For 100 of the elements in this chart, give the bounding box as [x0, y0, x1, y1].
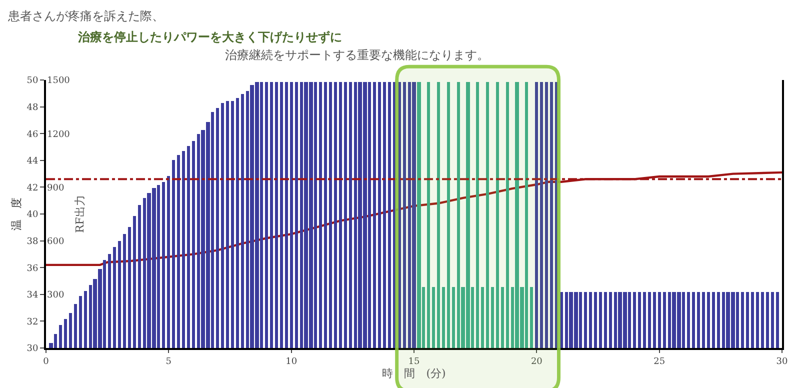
- y2-tick-label: 900: [47, 183, 64, 194]
- bar: [329, 82, 332, 348]
- bar: [545, 82, 548, 348]
- y-tick-label: 32: [26, 317, 38, 328]
- bar: [707, 292, 710, 348]
- bar: [687, 292, 690, 348]
- bar: [241, 94, 244, 348]
- bar: [167, 176, 170, 348]
- bar: [177, 155, 180, 348]
- bar: [584, 292, 587, 348]
- bar: [712, 292, 715, 348]
- y-tick-label: 48: [26, 102, 38, 113]
- bar: [589, 292, 592, 348]
- y-axis-title: 温 度: [10, 198, 23, 230]
- x-tick-label: 0: [43, 356, 50, 367]
- bar: [74, 304, 77, 348]
- bar: [182, 151, 185, 348]
- bar: [133, 216, 136, 348]
- bar: [761, 292, 764, 348]
- bar: [486, 82, 489, 348]
- bar: [270, 82, 273, 348]
- bar: [447, 82, 450, 348]
- bar: [79, 296, 82, 348]
- bar: [295, 82, 298, 348]
- x-axis-title: 時 間 (分): [382, 366, 446, 380]
- bar: [658, 292, 661, 348]
- bar: [594, 292, 597, 348]
- x-tick-label: 10: [286, 356, 298, 367]
- bar: [501, 287, 504, 348]
- bar: [344, 82, 347, 348]
- bar: [275, 82, 278, 348]
- bar: [638, 292, 641, 348]
- bar: [604, 292, 607, 348]
- y-tick-label: 42: [26, 183, 38, 194]
- bar: [476, 82, 479, 348]
- bar: [113, 247, 116, 348]
- bar: [555, 82, 558, 348]
- bar: [84, 291, 87, 348]
- text: 治療継続をサポートする重要な機能になります。: [225, 48, 489, 62]
- bar: [378, 82, 381, 348]
- bar: [216, 108, 219, 348]
- bar: [285, 82, 288, 348]
- bar: [766, 292, 769, 348]
- bar: [172, 160, 175, 348]
- bar: [530, 287, 533, 348]
- y-tick-label: 30: [26, 344, 38, 354]
- bar: [771, 292, 774, 348]
- bar: [373, 82, 376, 348]
- y2-tick-label: 300: [47, 290, 64, 301]
- y-tick-label: 46: [26, 130, 38, 140]
- bar: [64, 319, 67, 348]
- chart-title: 患者さんが疼痛を訴えた際、: [7, 9, 164, 24]
- bar: [506, 82, 509, 348]
- bar: [702, 292, 705, 348]
- bar: [187, 146, 190, 348]
- bar: [432, 287, 435, 348]
- bar: [138, 205, 141, 348]
- bar: [319, 82, 322, 348]
- bar: [412, 82, 416, 348]
- bar: [162, 182, 165, 348]
- bar: [403, 82, 406, 348]
- bar: [609, 292, 612, 348]
- bar: [560, 292, 563, 348]
- x-tick-label: 15: [408, 356, 420, 367]
- bar: [393, 82, 396, 348]
- x-tick-label: 20: [530, 356, 543, 367]
- bar: [633, 292, 636, 348]
- bar: [265, 82, 268, 348]
- bar: [663, 292, 666, 348]
- bar: [192, 141, 195, 348]
- bar: [280, 82, 283, 348]
- bar: [653, 292, 656, 348]
- bar: [496, 82, 499, 348]
- bar: [776, 292, 779, 348]
- bar: [388, 82, 391, 348]
- bar: [69, 313, 72, 348]
- bar: [692, 292, 695, 348]
- bar: [118, 241, 121, 348]
- bar: [123, 234, 126, 348]
- bar: [383, 82, 386, 348]
- y2-tick-label: 600: [47, 236, 64, 247]
- line-series: [46, 171, 782, 266]
- bar: [535, 82, 538, 348]
- bar: [452, 287, 455, 348]
- chart-subtitle: 治療を停止したりパワーを大きく下げたりせずに: [77, 30, 342, 44]
- y2-axis-title: RF出力: [73, 195, 86, 233]
- y-tick-label: 36: [26, 264, 38, 274]
- y-tick-label: 40: [26, 210, 38, 220]
- bar: [442, 287, 445, 348]
- y2-tick-label: 1200: [47, 130, 70, 140]
- bar: [324, 82, 327, 348]
- bar: [339, 82, 342, 348]
- bar: [746, 292, 749, 348]
- x-tick-label: 5: [166, 356, 172, 367]
- bar: [59, 325, 62, 348]
- bar: [643, 292, 646, 348]
- bar: [437, 82, 440, 348]
- bar: [290, 82, 293, 348]
- bar: [221, 103, 224, 348]
- bar: [756, 292, 759, 348]
